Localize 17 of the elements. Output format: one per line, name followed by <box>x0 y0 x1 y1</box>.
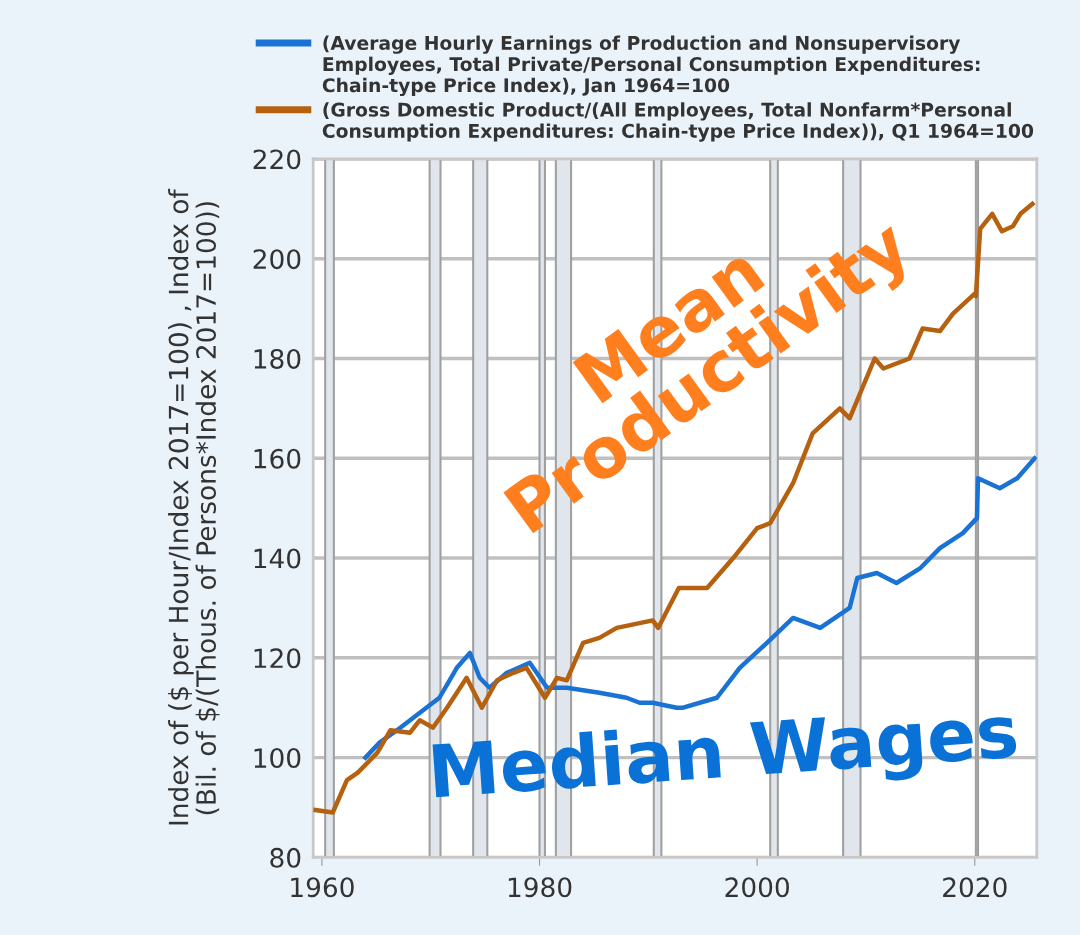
x-tick-label: 2000 <box>725 877 789 898</box>
y-tick-label: 140 <box>254 548 301 569</box>
y-tick-label: 220 <box>253 149 301 170</box>
legend-label: (Average Hourly Earnings of Production and Nonsupervisory Employees, Total Private/Personal Consumption Expenditures: Chain-type Price Index), Jan 1964=100 <box>322 35 980 97</box>
annotation: Median Wages <box>432 701 1018 813</box>
y-tick-label: 160 <box>254 448 301 469</box>
x-tick-label: 2020 <box>943 877 1007 898</box>
y-tick-label: 180 <box>254 348 301 369</box>
x-tick-label: 1960 <box>291 877 354 898</box>
y-tick-label: 80 <box>270 847 301 868</box>
y-axis-title: Index of ($ per Hour/Index 2017=100) , Index of (Bil. of $/(Thous. of Persons*Index 2017=100)) <box>168 188 220 825</box>
line-series <box>313 201 1035 815</box>
x-tick-label: 1980 <box>508 877 572 898</box>
legend-label: (Gross Domestic Product/(All Employees, Total Nonfarm*Personal Consumption Expenditures: Chain-type Price Index)), Q1 1964=100 <box>322 102 1034 142</box>
y-tick-label: 200 <box>253 249 301 270</box>
y-tick-label: 120 <box>254 648 301 669</box>
y-tick-label: 100 <box>254 748 301 769</box>
